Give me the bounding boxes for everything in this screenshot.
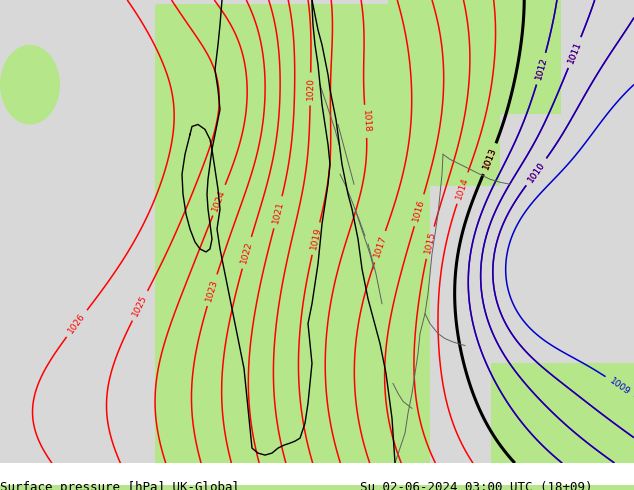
Text: 1009: 1009 xyxy=(608,376,631,396)
Text: 1011: 1011 xyxy=(566,40,583,65)
Text: 1010: 1010 xyxy=(526,160,547,184)
Text: 1012: 1012 xyxy=(534,56,548,81)
Text: 1010: 1010 xyxy=(526,160,547,184)
Text: 1017: 1017 xyxy=(372,234,388,259)
Text: 1020: 1020 xyxy=(306,77,315,100)
Text: 1015: 1015 xyxy=(423,230,437,255)
FancyBboxPatch shape xyxy=(0,0,634,463)
Bar xyxy=(0,463,634,485)
Text: 1022: 1022 xyxy=(240,241,254,265)
Text: 1011: 1011 xyxy=(566,40,583,65)
Text: 1023: 1023 xyxy=(205,278,219,302)
Text: 1018: 1018 xyxy=(361,110,371,133)
Text: 1014: 1014 xyxy=(455,176,470,200)
Ellipse shape xyxy=(0,45,60,124)
Text: 1025: 1025 xyxy=(131,294,149,318)
Text: 1024: 1024 xyxy=(210,188,228,213)
Text: 1013: 1013 xyxy=(481,147,498,171)
Text: 1026: 1026 xyxy=(67,312,87,336)
Text: 1012: 1012 xyxy=(534,56,548,81)
Text: 1016: 1016 xyxy=(411,198,427,222)
Text: Surface pressure [hPa] UK-Global: Surface pressure [hPa] UK-Global xyxy=(0,481,240,490)
Text: 1019: 1019 xyxy=(309,226,323,251)
Text: 1021: 1021 xyxy=(271,200,285,224)
Text: Su 02-06-2024 03:00 UTC (18+09): Su 02-06-2024 03:00 UTC (18+09) xyxy=(360,481,593,490)
Text: 1013: 1013 xyxy=(481,147,498,171)
